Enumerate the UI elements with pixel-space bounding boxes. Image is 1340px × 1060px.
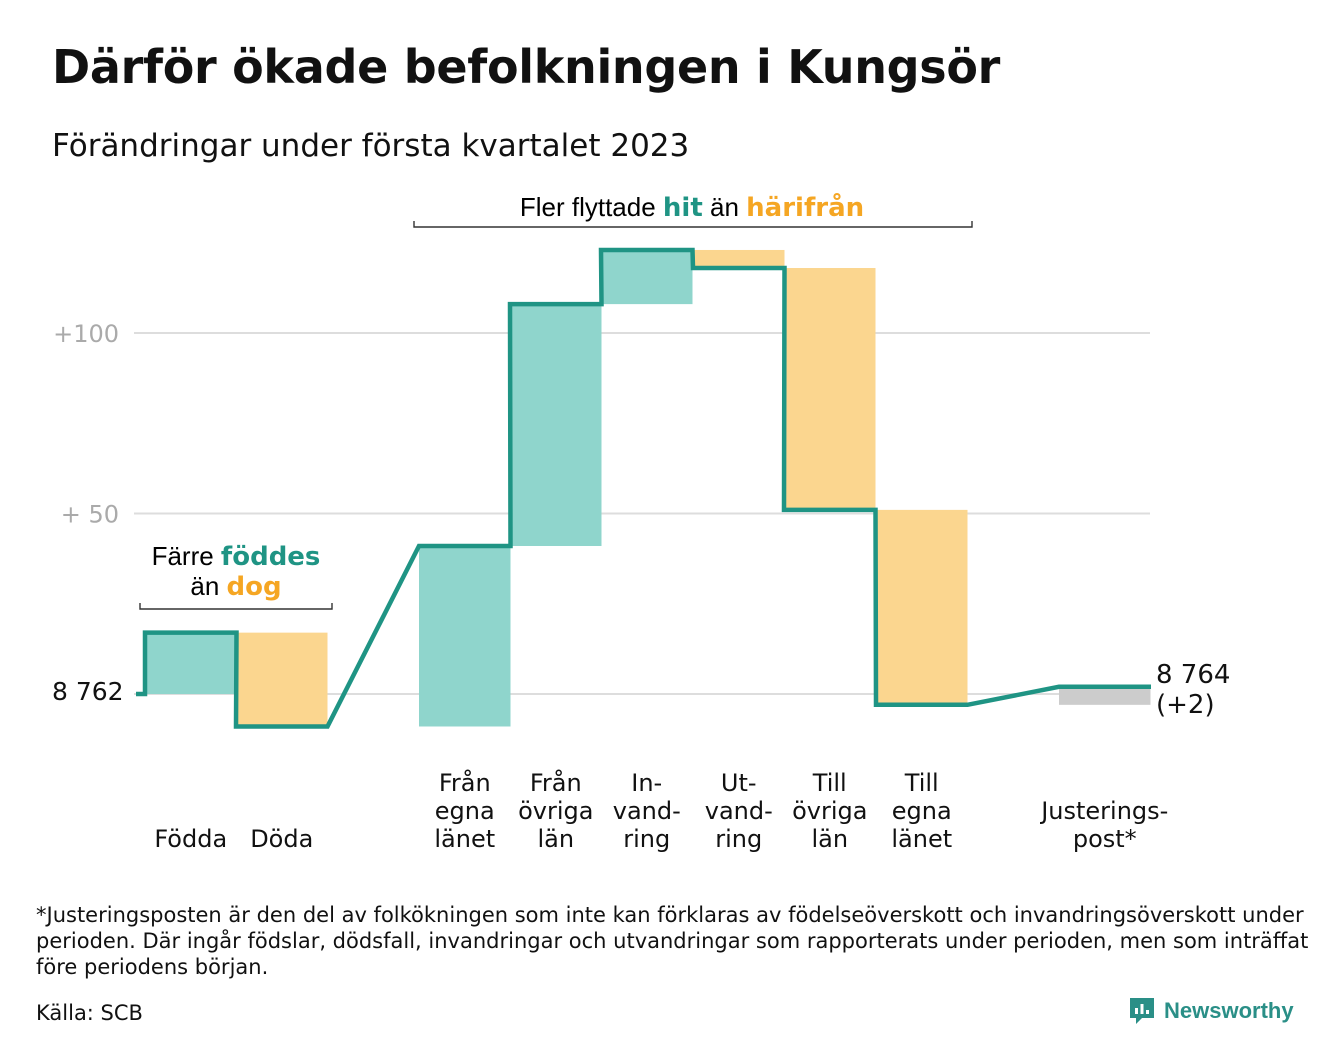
- category-label-7-2: länet: [891, 825, 952, 853]
- category-label-4-2: ring: [623, 825, 670, 853]
- bar-5: [693, 249, 785, 269]
- births-deaths-text-a: Färre: [152, 541, 221, 571]
- bar-1: [236, 632, 328, 727]
- migration-text-a: Fler flyttade: [520, 192, 663, 222]
- running-total-line: [136, 247, 1151, 729]
- bar-0: [145, 632, 237, 694]
- migration-text-c: än: [703, 192, 746, 222]
- bar-7: [876, 509, 968, 705]
- category-label-7-0: Till: [904, 769, 939, 797]
- bars: [145, 249, 1151, 727]
- bar-6: [784, 268, 876, 510]
- category-label-1-0: Döda: [250, 825, 313, 853]
- category-label-6-0: Till: [812, 769, 847, 797]
- brand-name: Newsworthy: [1164, 998, 1294, 1023]
- category-label-6-2: län: [811, 825, 848, 853]
- births-deaths-annotation: Färre föddes än dog: [139, 541, 333, 610]
- start-value-label: 8 762: [52, 677, 124, 706]
- y-tick-label-0: +100: [53, 320, 119, 348]
- category-label-5-2: ring: [715, 825, 762, 853]
- migration-annotation: Fler flyttade hit än härifrån: [413, 191, 973, 228]
- bar-3: [510, 304, 602, 546]
- migration-bracket: [413, 221, 973, 228]
- category-label-3-1: övriga: [518, 797, 593, 825]
- category-label-8-0: Justerings-: [1039, 797, 1168, 825]
- migration-text: Fler flyttade hit än härifrån: [520, 191, 864, 223]
- births-deaths-line2: än dog: [190, 571, 281, 602]
- bar-8: [1059, 686, 1151, 705]
- category-label-3-2: län: [537, 825, 574, 853]
- category-label-4-1: vand-: [613, 797, 681, 825]
- births-deaths-text-d: dog: [227, 572, 282, 602]
- category-label-6-1: övriga: [792, 797, 867, 825]
- end-value-label: 8 764: [1156, 660, 1230, 690]
- category-label-3-0: Från: [530, 768, 582, 797]
- brand-logo: Newsworthy: [1128, 996, 1294, 1026]
- running-total-path: [136, 247, 1151, 729]
- bar-2: [419, 545, 511, 727]
- category-label-8-1: post*: [1073, 825, 1137, 853]
- births-deaths-line1: Färre föddes: [152, 541, 321, 572]
- category-label-5-0: Ut-: [721, 769, 757, 797]
- category-label-2-1: egna: [435, 797, 495, 825]
- chart-title: Därför ökade befolkningen i Kungsör: [52, 40, 1001, 94]
- chart-subtitle: Förändringar under första kvartalet 2023: [52, 128, 690, 164]
- source-label: Källa: SCB: [36, 1001, 143, 1025]
- category-label-2-2: länet: [434, 825, 495, 853]
- migration-text-b: hit: [663, 193, 703, 223]
- y-tick-label-1: + 50: [61, 501, 119, 529]
- bar-4: [601, 249, 693, 305]
- births-deaths-text-b: föddes: [221, 542, 321, 572]
- category-label-4-0: In-: [631, 769, 662, 797]
- newsworthy-logo-icon: [1130, 998, 1154, 1024]
- migration-text-d: härifrån: [746, 191, 864, 223]
- births-deaths-text-c: än: [190, 571, 226, 601]
- end-change-label: (+2): [1156, 690, 1215, 720]
- births-deaths-bracket: [139, 603, 333, 610]
- category-label-2-0: Från: [439, 768, 491, 797]
- footnote: *Justeringsposten är den del av folkökni…: [36, 903, 1309, 979]
- category-label-5-1: vand-: [705, 797, 773, 825]
- category-label-7-1: egna: [892, 797, 952, 825]
- category-label-0-0: Födda: [154, 825, 227, 853]
